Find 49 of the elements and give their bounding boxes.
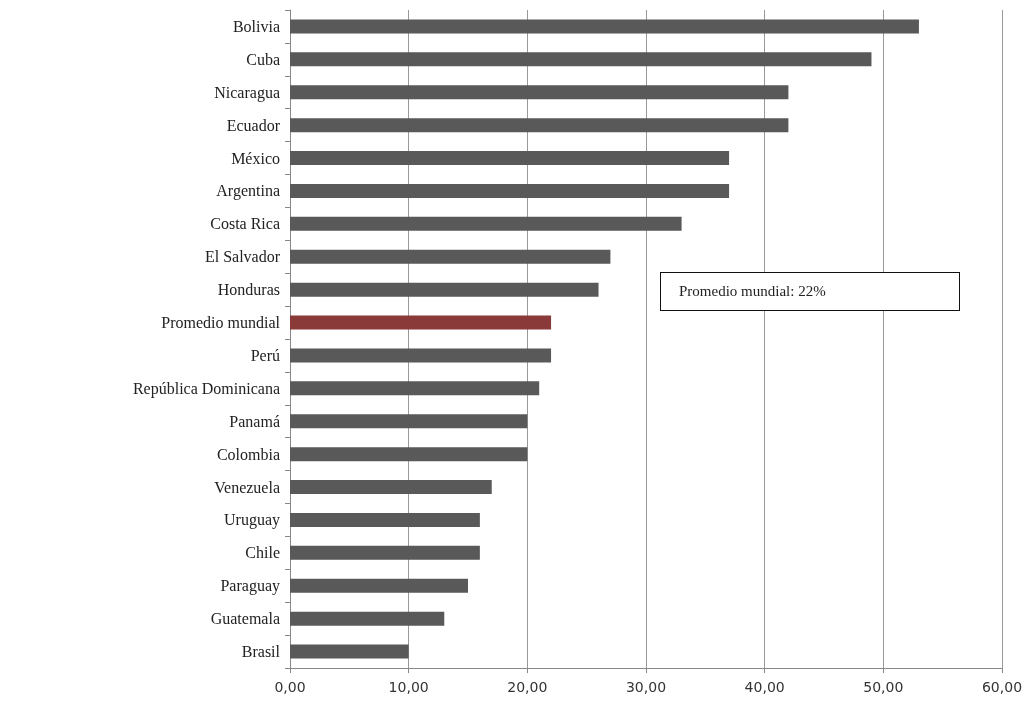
bar [290,315,552,330]
bar [290,348,552,363]
y-tick-label: Chile [245,544,280,562]
bar [290,151,730,166]
y-tick-label: Ecuador [226,116,281,134]
x-tick-label: 40,00 [744,679,785,695]
bar [290,545,480,560]
bar [290,447,528,462]
x-tick-label: 60,00 [981,679,1023,695]
y-tick-label: Cuba [246,50,280,68]
bar [290,118,789,133]
y-tick-label: Venezuela [214,478,280,496]
y-tick-label: Brasil [241,643,281,661]
bar [290,578,468,593]
y-tick-label: México [231,149,280,167]
x-tick-label: 50,00 [863,679,904,695]
y-tick-label: Nicaragua [214,83,280,102]
bar [290,183,730,198]
y-tick-label: Perú [250,346,280,364]
bar [290,249,611,264]
y-tick-label: Paraguay [220,577,280,596]
y-tick-label: República Dominicana [132,379,280,398]
bar [290,644,409,659]
bar [290,52,872,67]
note-box: Promedio mundial: 22% [660,272,960,311]
bar [290,414,528,429]
annotation: Promedio mundial: 22% [679,283,826,299]
y-tick-label: Uruguay [224,511,280,530]
bar [290,381,540,396]
bar [290,512,480,527]
bar [290,19,919,34]
y-tick-label: Honduras [217,281,280,299]
bar [290,611,445,626]
y-tick-label: Bolivia [232,17,280,35]
y-tick-label: Promedio mundial [161,314,281,332]
bar [290,480,492,495]
y-tick-label: Panamá [229,412,280,430]
bar [290,216,682,231]
x-tick-label: 30,00 [625,679,667,695]
bar [290,282,599,297]
bar [290,85,789,100]
y-tick-label: El Salvador [204,248,281,266]
y-tick-label: Costa Rica [210,215,280,233]
x-tick-label: 20,00 [507,679,548,695]
y-tick-label: Colombia [216,445,280,463]
x-tick-label: 0,00 [274,679,306,695]
y-tick-label: Argentina [216,182,280,201]
x-tick-label: 10,00 [388,679,429,695]
y-tick-label: Guatemala [210,610,280,628]
